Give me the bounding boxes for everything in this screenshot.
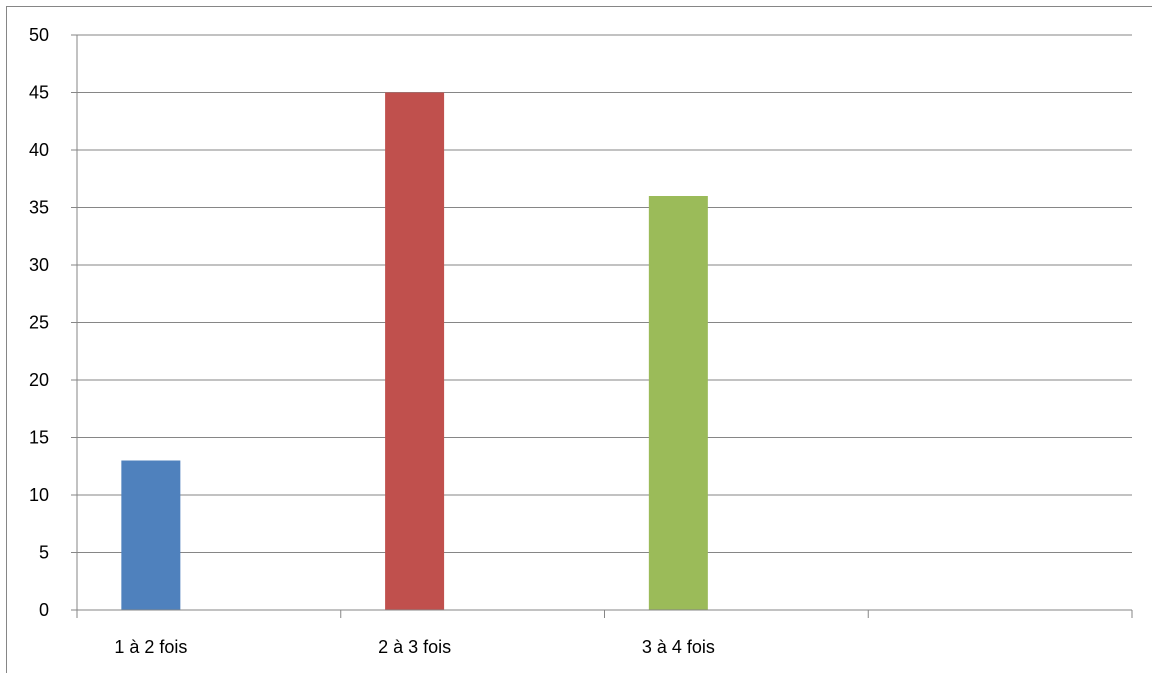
y-tick-label: 45 xyxy=(29,83,49,103)
y-tick-label: 30 xyxy=(29,255,49,275)
gridlines xyxy=(77,34,1132,553)
tick-labels: 0 5 10 15 20 25 30 35 40 45 50 1 à 2 fois 2 à 3 fois… xyxy=(29,25,715,657)
axes xyxy=(71,34,1133,618)
y-tick-label: 0 xyxy=(39,600,49,620)
x-tick-label: 2 à 3 fois xyxy=(378,637,451,657)
x-tick-label: 3 à 4 fois xyxy=(642,637,715,657)
y-tick-label: 15 xyxy=(29,428,49,448)
y-tick-label: 50 xyxy=(29,25,49,45)
bar-1 xyxy=(121,460,181,610)
y-tick-label: 5 xyxy=(39,543,49,563)
y-tick-label: 10 xyxy=(29,485,49,505)
y-tick-label: 35 xyxy=(29,198,49,218)
bar-2 xyxy=(385,92,445,610)
y-tick-label: 20 xyxy=(29,370,49,390)
chart-frame xyxy=(6,6,1152,673)
bars xyxy=(121,92,708,610)
x-tick-label: 1 à 2 fois xyxy=(114,637,187,657)
y-tick-label: 25 xyxy=(29,313,49,333)
y-tick-label: 40 xyxy=(29,140,49,160)
bar-3 xyxy=(648,196,708,610)
